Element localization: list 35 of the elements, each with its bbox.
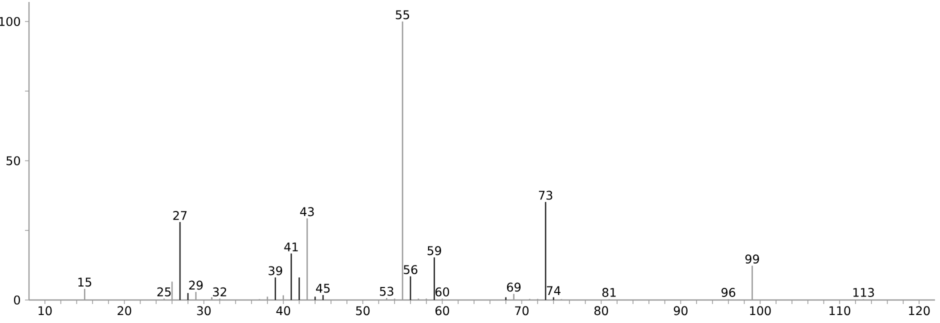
x-tick-label: 30 bbox=[197, 306, 211, 316]
x-tick-label: 70 bbox=[515, 306, 529, 316]
annotation: 56 bbox=[404, 265, 418, 274]
annotation: 69 bbox=[507, 282, 521, 292]
x-tick-label: 100 bbox=[750, 306, 771, 316]
x-tick-label: 20 bbox=[118, 306, 132, 316]
x-tick-label: 40 bbox=[276, 306, 290, 316]
annotation: 113 bbox=[853, 288, 874, 297]
annotation: 74 bbox=[546, 286, 560, 296]
annotation: 96 bbox=[722, 288, 736, 297]
annotation: 60 bbox=[435, 287, 450, 296]
annotation: 73 bbox=[538, 190, 552, 200]
x-tick-label: 60 bbox=[435, 306, 450, 316]
annotation: 41 bbox=[284, 242, 298, 252]
x-tick-label: 80 bbox=[594, 306, 608, 316]
annotation: 25 bbox=[157, 287, 171, 296]
annotation: 55 bbox=[396, 10, 410, 20]
annotation: 15 bbox=[78, 278, 92, 287]
annotation: 45 bbox=[316, 284, 330, 293]
annotation: 99 bbox=[745, 254, 759, 264]
annotation: 39 bbox=[268, 266, 282, 276]
y-tick-label: 0 bbox=[14, 295, 20, 305]
x-tick-label: 110 bbox=[830, 306, 850, 316]
annotation: 53 bbox=[380, 286, 394, 296]
y-tick-label: 50 bbox=[6, 156, 20, 166]
x-tick-label: 10 bbox=[38, 306, 52, 316]
annotation: 59 bbox=[428, 246, 442, 256]
annotation: 29 bbox=[189, 280, 203, 290]
annotation: 43 bbox=[300, 207, 314, 216]
x-tick-label: 90 bbox=[674, 306, 688, 316]
x-tick-label: 120 bbox=[909, 306, 930, 316]
x-tick-label: 50 bbox=[356, 306, 370, 316]
annotation: 27 bbox=[173, 210, 187, 220]
annotation: 32 bbox=[213, 287, 226, 296]
annotation: 81 bbox=[602, 288, 616, 297]
